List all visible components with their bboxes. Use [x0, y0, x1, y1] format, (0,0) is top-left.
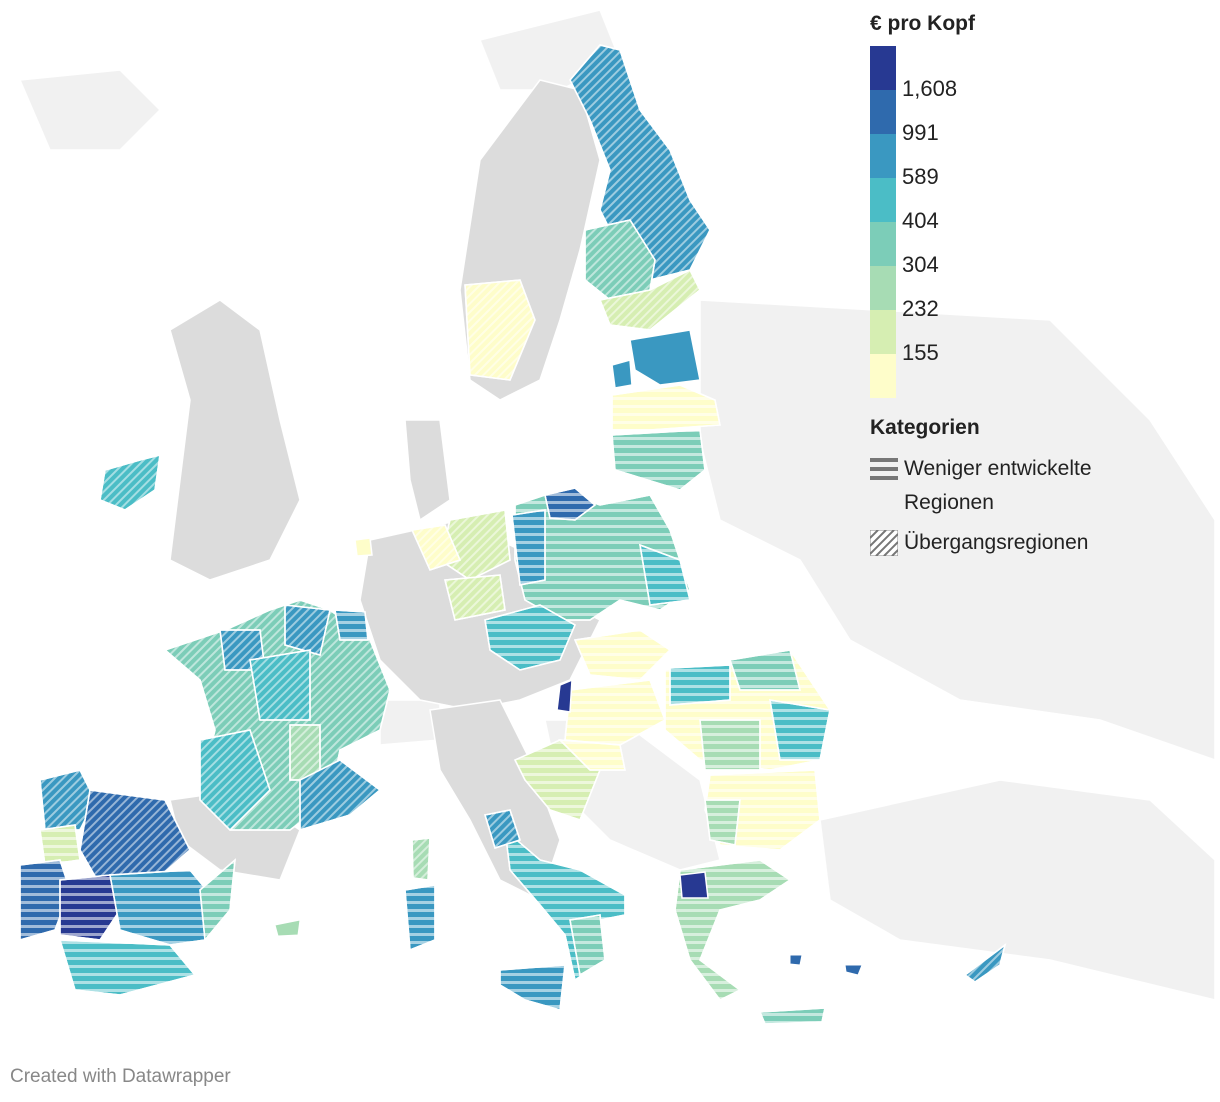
- legend-title: € pro Kopf: [870, 12, 975, 35]
- scale-swatch-0: [870, 46, 896, 90]
- denmark-region: [404, 419, 451, 522]
- scale-swatch-6: [870, 310, 896, 354]
- scale-swatch-2: [870, 134, 896, 178]
- scale-swatch-7: [870, 354, 896, 398]
- great-britain-region: [169, 299, 301, 581]
- scale-label-304: 304: [902, 252, 939, 277]
- scale-swatch-5: [870, 266, 896, 310]
- scale-label-232: 232: [902, 296, 939, 321]
- choropleth-regions: [19, 44, 1007, 1025]
- scale-swatch-4: [870, 222, 896, 266]
- small-islands: [274, 919, 863, 976]
- scale-label-1608: 1,608: [902, 76, 958, 101]
- datawrapper-credit[interactable]: Created with Datawrapper: [10, 1066, 231, 1087]
- scale-label-589: 589: [902, 164, 939, 189]
- category-label-hatch: Übergangsregionen: [904, 531, 1089, 554]
- scale-swatch-3: [870, 178, 896, 222]
- scale-label-991: 991: [902, 120, 939, 145]
- scale-label-155: 155: [902, 340, 939, 365]
- horizontal-stripes-icon: [870, 458, 898, 480]
- categories-title: Kategorien: [870, 416, 980, 439]
- scale-label-404: 404: [902, 208, 939, 233]
- category-label-stripes: Weniger entwickelte Regionen: [904, 457, 1092, 514]
- scale-swatch-1: [870, 90, 896, 134]
- diagonal-hatch-icon: [870, 530, 898, 556]
